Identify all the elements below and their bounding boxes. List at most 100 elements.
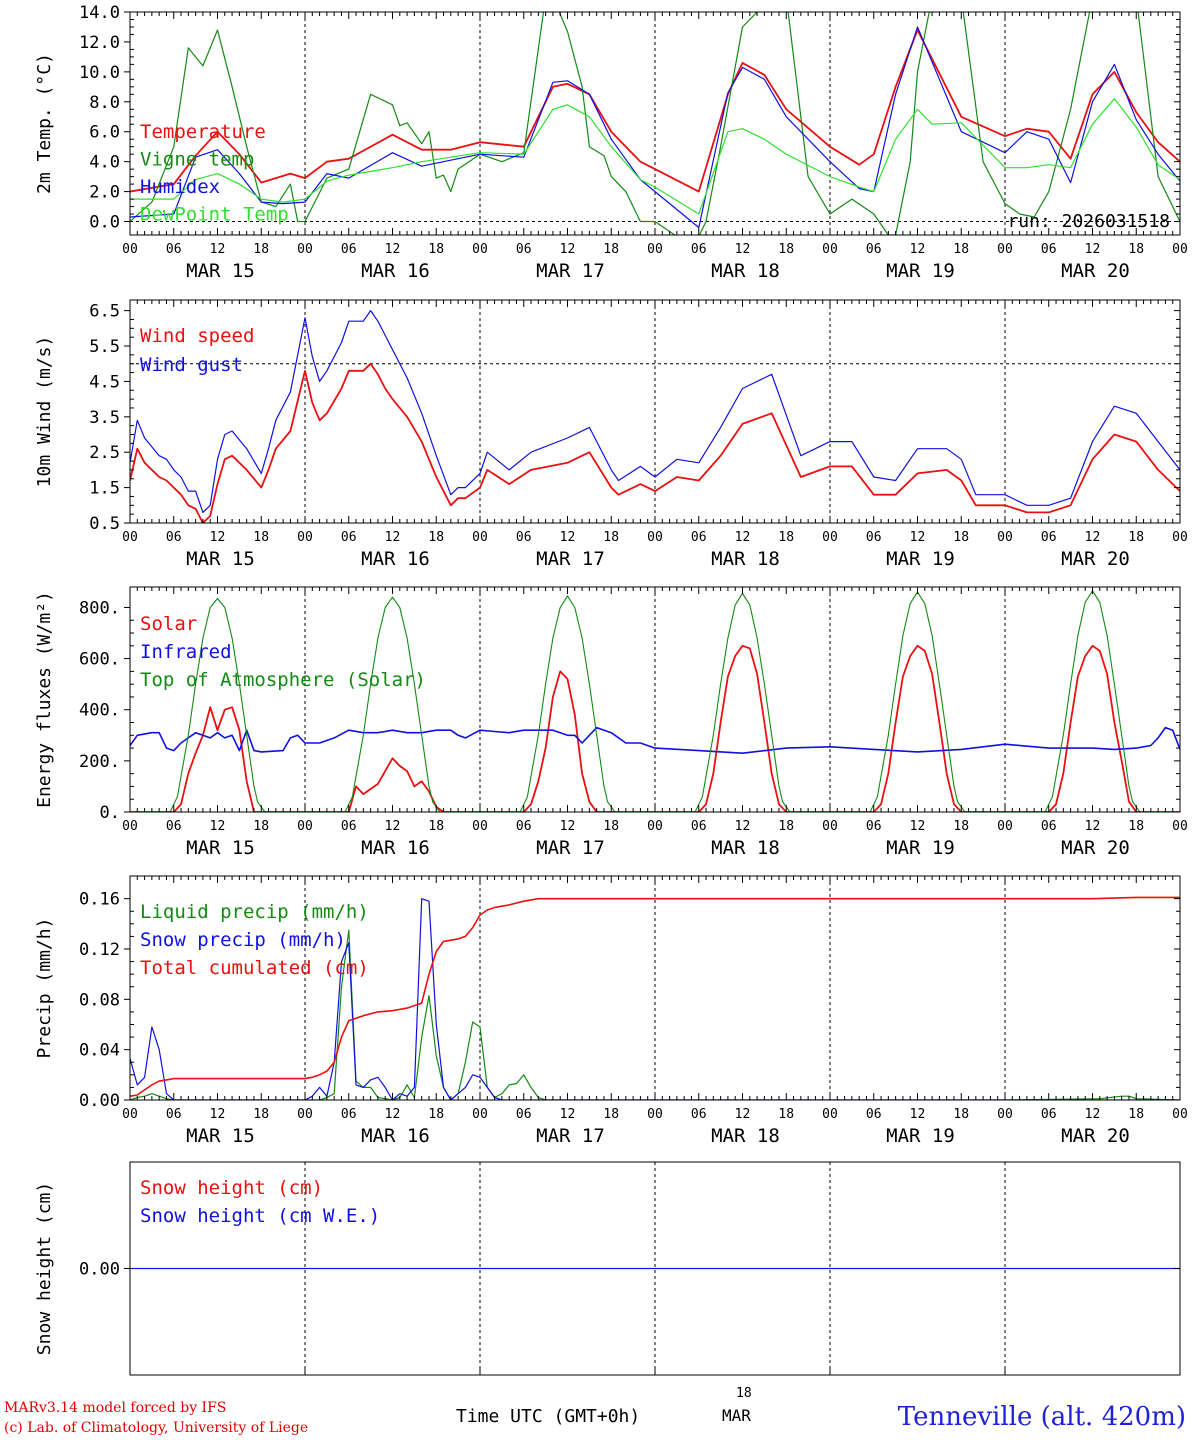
hour-tick-label: 06 bbox=[341, 242, 357, 257]
hour-tick-label: 06 bbox=[691, 819, 707, 834]
hour-tick-label: 00 bbox=[822, 530, 838, 545]
hour-tick-label: 06 bbox=[1041, 530, 1057, 545]
panel-frame bbox=[129, 586, 1181, 813]
hour-tick-label: 12 bbox=[1085, 819, 1101, 834]
hour-tick-label: 18 bbox=[1128, 1107, 1144, 1122]
hour-tick-label: 06 bbox=[691, 530, 707, 545]
hour-tick-label: 18 bbox=[428, 819, 444, 834]
hour-tick-label: 18 bbox=[1128, 242, 1144, 257]
y-tick-label: 4.0 bbox=[89, 153, 120, 173]
hour-tick-label: 06 bbox=[516, 819, 532, 834]
hour-tick-label: 06 bbox=[866, 1107, 882, 1122]
hour-tick-label: 12 bbox=[910, 819, 926, 834]
hour-tick-label: 18 bbox=[778, 530, 794, 545]
hour-tick-label: 00 bbox=[1172, 530, 1188, 545]
y-tick-label: 6.0 bbox=[89, 123, 120, 143]
y-tick-label: 0.16 bbox=[79, 890, 120, 910]
hour-tick-label: 12 bbox=[560, 819, 576, 834]
hour-tick-label: 00 bbox=[122, 242, 138, 257]
day-label: MAR 16 bbox=[361, 1125, 430, 1147]
y-tick-label: 0.5 bbox=[89, 514, 120, 534]
hour-tick-label: 12 bbox=[735, 1107, 751, 1122]
hour-tick-label: 00 bbox=[472, 242, 488, 257]
panel-snow: 0.00 Snow height (cm) Snow height (cm) Snow… bbox=[34, 1161, 1181, 1376]
hour-tick-label: 00 bbox=[822, 242, 838, 257]
hour-tick-label: 06 bbox=[166, 242, 182, 257]
legend-entry: Infrared bbox=[140, 641, 232, 663]
day-label: MAR 18 bbox=[711, 1125, 780, 1147]
day-label: MAR 19 bbox=[886, 1125, 955, 1147]
day-label: MAR 19 bbox=[886, 260, 955, 282]
hour-tick-label: 00 bbox=[472, 530, 488, 545]
hour-tick-label: 12 bbox=[735, 819, 751, 834]
hour-tick-label: 18 bbox=[1128, 819, 1144, 834]
hour-tick-label: 18 bbox=[603, 530, 619, 545]
y-tick-label: 200. bbox=[79, 752, 120, 772]
day-label: MAR 18 bbox=[711, 837, 780, 859]
hour-tick-label: 00 bbox=[647, 242, 663, 257]
legend-entry: Humidex bbox=[140, 176, 220, 198]
hour-tick-label: 12 bbox=[910, 530, 926, 545]
series-line-temperature bbox=[130, 29, 1180, 193]
hour-tick-label: 00 bbox=[997, 819, 1013, 834]
y-tick-label: 400. bbox=[79, 701, 120, 721]
day-label: MAR 20 bbox=[1061, 837, 1130, 859]
hour-tick-label: 18 bbox=[778, 1107, 794, 1122]
hour-tick-label: 06 bbox=[866, 530, 882, 545]
legend-entry: Wind gust bbox=[140, 354, 243, 376]
hour-tick-label: 12 bbox=[385, 242, 401, 257]
day-label: MAR 19 bbox=[886, 548, 955, 570]
y-axis-label: Precip (mm/h) bbox=[34, 918, 55, 1059]
hour-tick-label: 00 bbox=[997, 242, 1013, 257]
y-axis-label: 2m Temp. (°C) bbox=[34, 53, 55, 194]
hour-tick-label: 12 bbox=[210, 530, 226, 545]
hour-tick-label: 06 bbox=[1041, 242, 1057, 257]
hour-tick-label: 12 bbox=[210, 1107, 226, 1122]
hour-tick-label: 12 bbox=[1085, 530, 1101, 545]
hour-tick-label: 18 bbox=[603, 242, 619, 257]
legend-entry: Temperature bbox=[140, 121, 266, 143]
legend-entry: Top of Atmosphere (Solar) bbox=[140, 669, 426, 691]
hour-tick-label: 18 bbox=[953, 819, 969, 834]
y-tick-label: 0.0 bbox=[89, 213, 120, 233]
time-axis-title: Time UTC (GMT+0h) bbox=[456, 1406, 641, 1427]
y-tick-label: 800. bbox=[79, 598, 120, 618]
y-tick-label: 4.5 bbox=[89, 372, 120, 392]
day-label: MAR 20 bbox=[1061, 1125, 1130, 1147]
day-label: MAR 15 bbox=[186, 837, 255, 859]
panel-temp: 00 06 12 18 00 06 12 18 00 06 12 18 00 06 12 18 00 06 12 18… bbox=[34, 3, 1188, 282]
day-label: MAR 20 bbox=[1061, 260, 1130, 282]
hour-tick-label: 00 bbox=[822, 819, 838, 834]
hour-tick-label: 12 bbox=[1085, 1107, 1101, 1122]
day-label: MAR 18 bbox=[711, 548, 780, 570]
y-tick-label: 8.0 bbox=[89, 93, 120, 113]
day-label: MAR 16 bbox=[361, 260, 430, 282]
y-tick-label: 12.0 bbox=[79, 33, 120, 53]
hour-tick-label: 18 bbox=[778, 242, 794, 257]
y-tick-label: 1.5 bbox=[89, 479, 120, 499]
y-tick-label: 14.0 bbox=[79, 3, 120, 23]
legend-entry: Solar bbox=[140, 613, 197, 635]
day-label: MAR 16 bbox=[361, 837, 430, 859]
y-axis-label: 10m Wind (m/s) bbox=[34, 336, 55, 488]
hour-tick-label: 00 bbox=[647, 819, 663, 834]
lab-credit: (c) Lab. of Climatology, University of L… bbox=[4, 1420, 309, 1436]
day-label: MAR 17 bbox=[536, 260, 605, 282]
y-tick-label: 0.12 bbox=[79, 940, 120, 960]
day-label: MAR 17 bbox=[536, 837, 605, 859]
hour-tick-label: 18 bbox=[428, 1107, 444, 1122]
y-tick-label: 5.5 bbox=[89, 337, 120, 357]
hour-tick-label: 12 bbox=[210, 819, 226, 834]
model-credit: MARv3.14 model forced by IFS bbox=[4, 1400, 227, 1416]
legend-entry: Snow height (cm) bbox=[140, 1177, 323, 1199]
hour-tick-label: 06 bbox=[1041, 819, 1057, 834]
mid-date-month: MAR bbox=[722, 1406, 751, 1425]
hour-tick-label: 00 bbox=[997, 530, 1013, 545]
hour-tick-label: 06 bbox=[866, 819, 882, 834]
panel-frame bbox=[129, 299, 1181, 524]
hour-tick-label: 06 bbox=[341, 819, 357, 834]
day-label: MAR 19 bbox=[886, 837, 955, 859]
panel-precip: 00 06 12 18 00 06 12 18 00 06 12 18 00 06 12 18 00 06 12 18… bbox=[34, 875, 1188, 1147]
y-axis-label: Snow height (cm) bbox=[34, 1182, 55, 1355]
y-tick-label: 3.5 bbox=[89, 408, 120, 428]
